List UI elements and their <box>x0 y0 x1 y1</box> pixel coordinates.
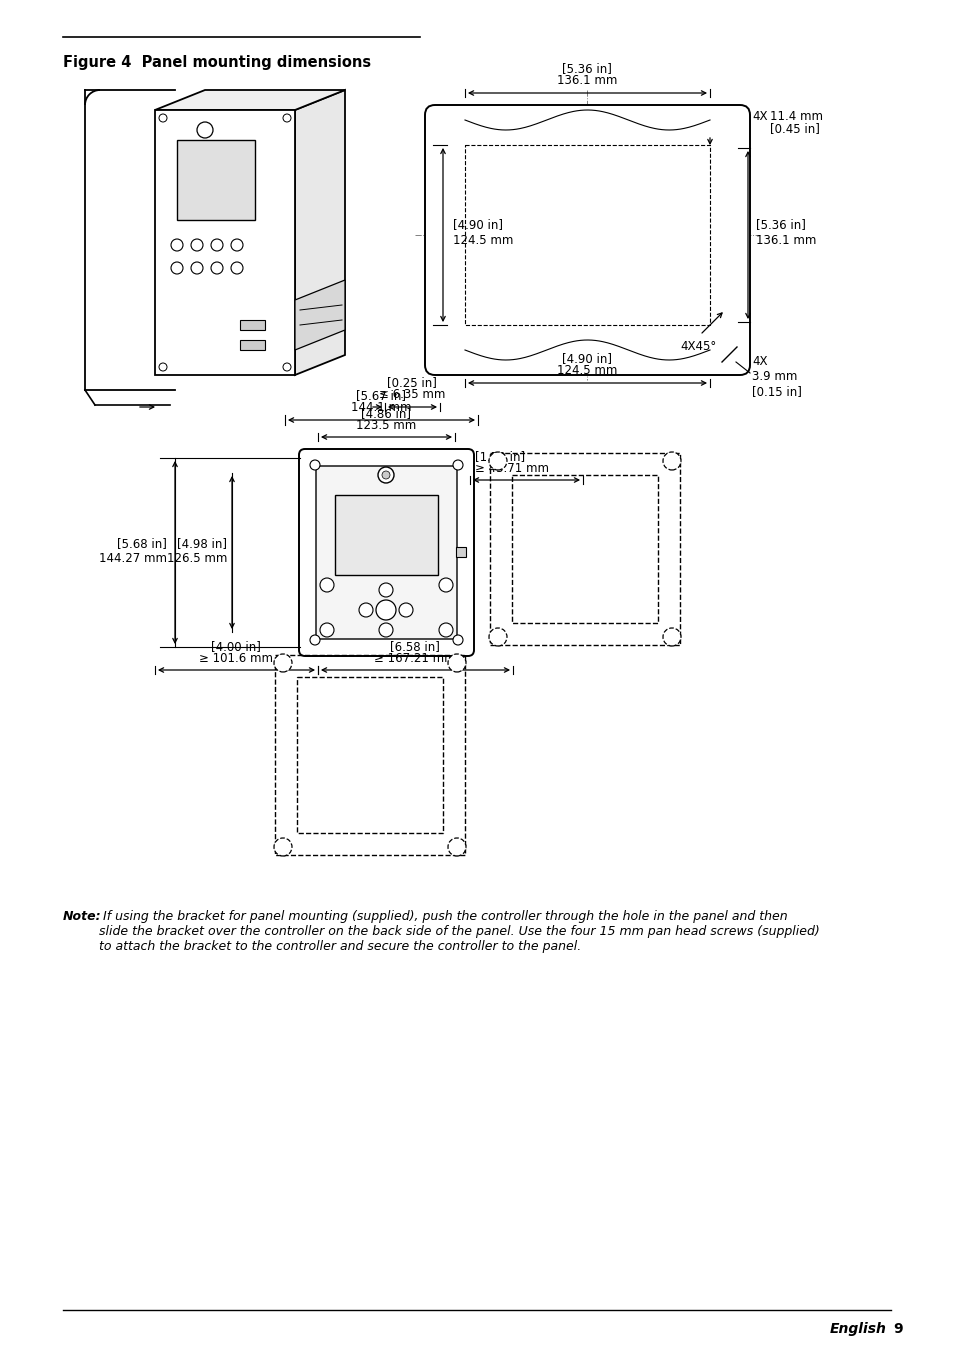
Circle shape <box>375 600 395 620</box>
Text: 4X45°: 4X45° <box>679 340 716 353</box>
Circle shape <box>398 603 413 617</box>
Circle shape <box>489 628 506 646</box>
Polygon shape <box>294 89 345 375</box>
Circle shape <box>378 584 393 597</box>
Text: 9: 9 <box>892 1322 902 1336</box>
Circle shape <box>662 452 680 470</box>
Text: [0.45 in]: [0.45 in] <box>769 122 819 135</box>
Circle shape <box>489 452 506 470</box>
FancyBboxPatch shape <box>298 450 474 655</box>
Circle shape <box>310 635 319 645</box>
Text: [5.36 in]: [5.36 in] <box>755 218 805 232</box>
Circle shape <box>211 240 223 250</box>
Text: ≥ 167.21 mm: ≥ 167.21 mm <box>374 653 456 665</box>
Bar <box>240 340 265 349</box>
Text: [0.15 in]: [0.15 in] <box>751 385 801 398</box>
Circle shape <box>274 838 292 856</box>
Text: 4X: 4X <box>751 355 767 368</box>
Circle shape <box>378 623 393 636</box>
Polygon shape <box>154 110 294 375</box>
Circle shape <box>448 654 465 672</box>
Circle shape <box>381 471 390 479</box>
Polygon shape <box>154 89 345 110</box>
Text: [4.86 in]: [4.86 in] <box>360 408 411 420</box>
Text: [4.90 in]: [4.90 in] <box>453 218 502 232</box>
Circle shape <box>448 838 465 856</box>
Circle shape <box>171 263 183 274</box>
Circle shape <box>662 628 680 646</box>
Text: [4.90 in]: [4.90 in] <box>561 352 612 366</box>
Text: English: English <box>829 1322 886 1336</box>
Bar <box>240 320 265 330</box>
Circle shape <box>358 603 373 617</box>
Circle shape <box>159 363 167 371</box>
Text: [6.58 in]: [6.58 in] <box>390 640 439 653</box>
Circle shape <box>438 578 453 592</box>
Circle shape <box>438 623 453 636</box>
Circle shape <box>191 263 203 274</box>
Circle shape <box>453 460 462 470</box>
FancyBboxPatch shape <box>424 106 749 375</box>
Circle shape <box>274 654 292 672</box>
Circle shape <box>191 240 203 250</box>
Text: ≤ 6.35 mm: ≤ 6.35 mm <box>378 389 445 401</box>
Text: [5.68 in]: [5.68 in] <box>117 538 167 551</box>
Text: ≥ 101.6 mm: ≥ 101.6 mm <box>199 653 273 665</box>
Text: 144.27 mm: 144.27 mm <box>99 551 167 565</box>
Text: [4.98 in]: [4.98 in] <box>177 538 227 551</box>
Text: 4X: 4X <box>751 110 767 123</box>
Text: Note:: Note: <box>63 910 102 923</box>
Circle shape <box>231 263 243 274</box>
FancyBboxPatch shape <box>315 466 456 639</box>
Text: 3.9 mm: 3.9 mm <box>751 370 797 383</box>
Text: [0.25 in]: [0.25 in] <box>387 376 436 389</box>
Polygon shape <box>294 280 345 349</box>
Circle shape <box>453 635 462 645</box>
Circle shape <box>310 460 319 470</box>
Text: 124.5 mm: 124.5 mm <box>453 233 513 246</box>
Circle shape <box>171 240 183 250</box>
Text: Figure 4  Panel mounting dimensions: Figure 4 Panel mounting dimensions <box>63 56 371 70</box>
Circle shape <box>196 122 213 138</box>
Text: If using the bracket for panel mounting (supplied), push the controller through : If using the bracket for panel mounting … <box>99 910 819 953</box>
Circle shape <box>283 114 291 122</box>
Circle shape <box>231 240 243 250</box>
Circle shape <box>377 467 394 483</box>
Text: 11.4 mm: 11.4 mm <box>769 110 822 123</box>
Bar <box>177 139 254 219</box>
Text: 136.1 mm: 136.1 mm <box>755 233 816 246</box>
Text: [5.67 in]: [5.67 in] <box>355 389 406 402</box>
Text: 123.5 mm: 123.5 mm <box>355 418 416 432</box>
Circle shape <box>319 578 334 592</box>
Text: 144.1 mm: 144.1 mm <box>351 401 411 414</box>
Circle shape <box>319 623 334 636</box>
Text: [5.36 in]: [5.36 in] <box>561 62 611 74</box>
Text: 136.1 mm: 136.1 mm <box>557 74 617 87</box>
Circle shape <box>283 363 291 371</box>
Bar <box>456 547 465 556</box>
Text: 126.5 mm: 126.5 mm <box>167 551 227 565</box>
Bar <box>335 496 437 575</box>
Circle shape <box>211 263 223 274</box>
Circle shape <box>159 114 167 122</box>
Text: [4.00 in]: [4.00 in] <box>211 640 261 653</box>
Text: 124.5 mm: 124.5 mm <box>557 364 617 376</box>
Text: ≥ 43.71 mm: ≥ 43.71 mm <box>475 462 548 475</box>
Text: [1.72 in]: [1.72 in] <box>475 450 524 463</box>
